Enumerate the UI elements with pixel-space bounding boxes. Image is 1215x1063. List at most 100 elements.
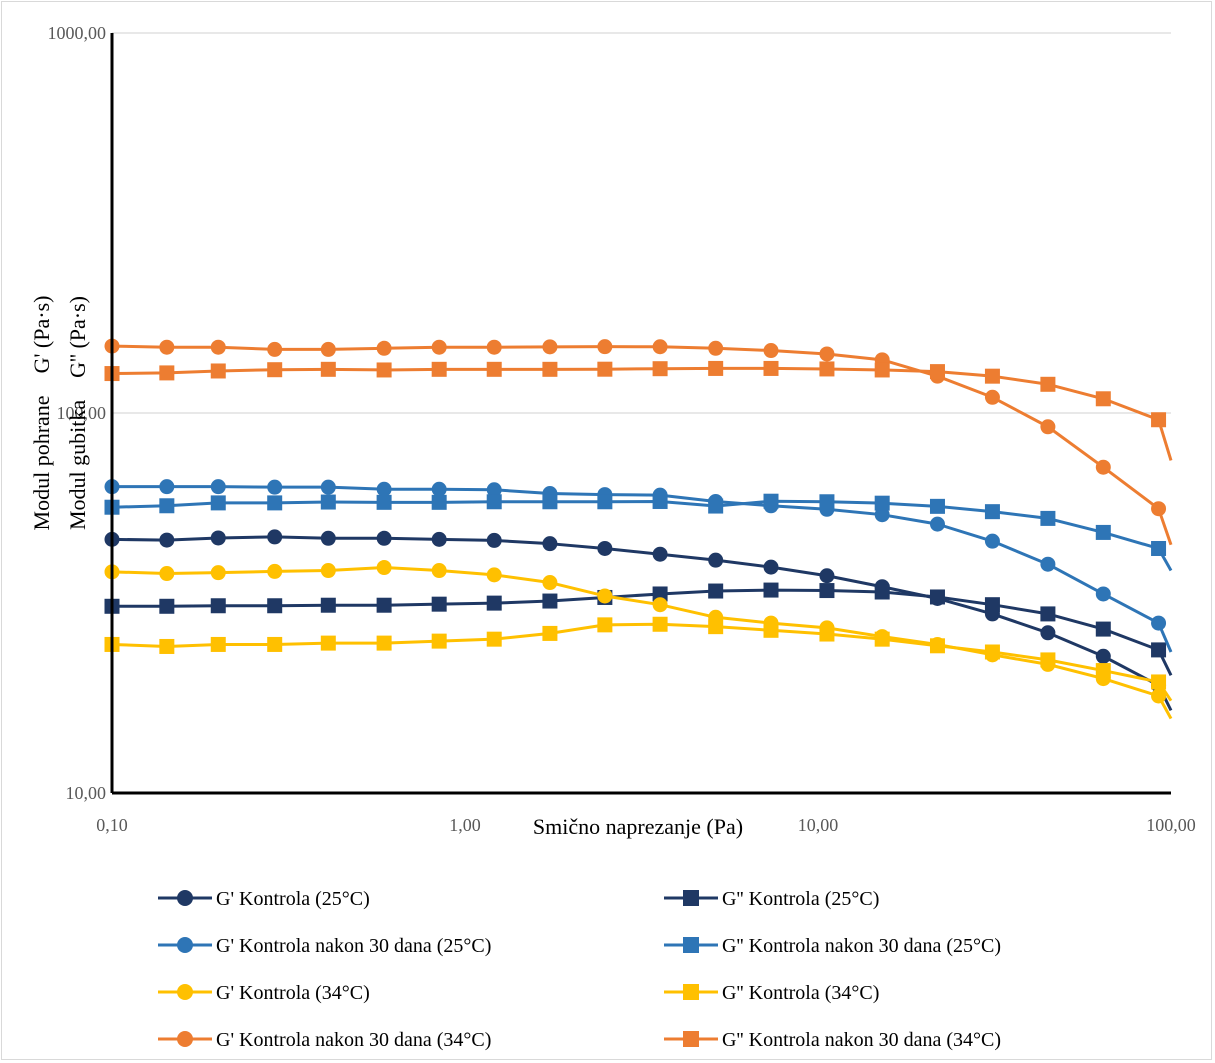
- data-point: [874, 495, 890, 511]
- data-point: [376, 597, 392, 613]
- data-point: [431, 494, 447, 510]
- data-point: [1151, 688, 1167, 704]
- data-point: [542, 625, 558, 641]
- data-point: [177, 937, 193, 953]
- data-point: [1095, 524, 1111, 540]
- data-point: [376, 494, 392, 510]
- data-point: [376, 340, 392, 356]
- data-point: [267, 598, 283, 614]
- axes: [110, 33, 1171, 795]
- data-point: [177, 890, 193, 906]
- data-point: [1151, 642, 1167, 658]
- data-point: [929, 638, 945, 654]
- legend-item: G' Kontrola nakon 30 dana (25°C): [158, 935, 491, 957]
- data-point: [542, 494, 558, 510]
- legend-label: G' Kontrola nakon 30 dana (25°C): [216, 935, 491, 957]
- data-point: [874, 631, 890, 647]
- data-point: [1095, 391, 1111, 407]
- data-point: [1151, 674, 1167, 690]
- data-point: [542, 361, 558, 377]
- data-point: [486, 567, 502, 583]
- x-tick-label: 0,10: [96, 815, 128, 835]
- data-point: [376, 530, 392, 546]
- legend-label: G' Kontrola (25°C): [216, 888, 370, 910]
- data-point: [763, 343, 779, 359]
- data-point: [320, 341, 336, 357]
- data-point: [708, 340, 724, 356]
- data-point: [542, 536, 558, 552]
- data-point: [1040, 510, 1056, 526]
- series-line: [104, 529, 1173, 712]
- data-point: [708, 552, 724, 568]
- y-axis-title: Modul pohrane G' (Pa·s) Modul gubitka G'…: [29, 296, 90, 531]
- data-point: [159, 566, 175, 582]
- data-point: [683, 1031, 699, 1047]
- legend-label: G'' Kontrola nakon 30 dana (34°C): [722, 1029, 1001, 1051]
- data-point: [431, 361, 447, 377]
- data-point: [597, 540, 613, 556]
- data-point: [597, 617, 613, 633]
- data-point: [210, 598, 226, 614]
- data-point: [819, 494, 835, 510]
- data-point: [210, 363, 226, 379]
- data-point: [652, 546, 668, 562]
- data-point: [267, 563, 283, 579]
- y-axis-title-line-1: Modul pohrane G' (Pa·s): [29, 296, 54, 531]
- data-point: [486, 361, 502, 377]
- data-point: [431, 563, 447, 579]
- data-point: [819, 346, 835, 362]
- data-point: [984, 597, 1000, 613]
- legend-label: G'' Kontrola (34°C): [722, 982, 879, 1004]
- data-point: [320, 635, 336, 651]
- tick-labels: 10,00 100,00 1000,00 0,10 1,00 10,00 100,00: [48, 23, 1196, 835]
- legend-item: G'' Kontrola nakon 30 dana (34°C): [664, 1029, 1001, 1051]
- series-path: [111, 622, 1173, 702]
- data-point: [267, 529, 283, 545]
- data-point: [1040, 625, 1056, 641]
- x-tick-label: 1,00: [449, 815, 481, 835]
- data-point: [763, 360, 779, 376]
- data-point: [874, 584, 890, 600]
- data-point: [210, 530, 226, 546]
- data-point: [819, 361, 835, 377]
- data-point: [1095, 459, 1111, 475]
- legend-item: G'' Kontrola (34°C): [664, 982, 879, 1004]
- data-point: [1151, 615, 1167, 631]
- y-tick-label: 100,00: [57, 403, 107, 423]
- series-line: [104, 493, 1173, 572]
- legend-item: G' Kontrola (34°C): [158, 982, 370, 1004]
- series-line: [104, 582, 1173, 676]
- data-point: [763, 582, 779, 598]
- data-point: [486, 532, 502, 548]
- data-point: [597, 339, 613, 355]
- data-point: [267, 362, 283, 378]
- data-point: [486, 482, 502, 498]
- data-point: [159, 339, 175, 355]
- data-point: [929, 498, 945, 514]
- series-line: [104, 560, 1173, 720]
- data-point: [486, 494, 502, 510]
- data-point: [929, 364, 945, 380]
- data-point: [984, 368, 1000, 384]
- data-point: [320, 563, 336, 579]
- y-axis-title-line-2: Modul gubitka G'' (Pa·s): [65, 296, 90, 530]
- data-point: [874, 362, 890, 378]
- data-point: [267, 479, 283, 495]
- data-point: [376, 635, 392, 651]
- data-point: [542, 339, 558, 355]
- data-point: [486, 595, 502, 611]
- data-point: [819, 626, 835, 642]
- data-point: [819, 568, 835, 584]
- data-point: [159, 479, 175, 495]
- data-point: [597, 361, 613, 377]
- data-point: [320, 494, 336, 510]
- y-tick-label: 1000,00: [48, 23, 107, 43]
- data-point: [1151, 501, 1167, 517]
- series-line: [104, 479, 1173, 653]
- data-point: [708, 498, 724, 514]
- data-point: [320, 479, 336, 495]
- data-point: [652, 493, 668, 509]
- data-point: [376, 481, 392, 497]
